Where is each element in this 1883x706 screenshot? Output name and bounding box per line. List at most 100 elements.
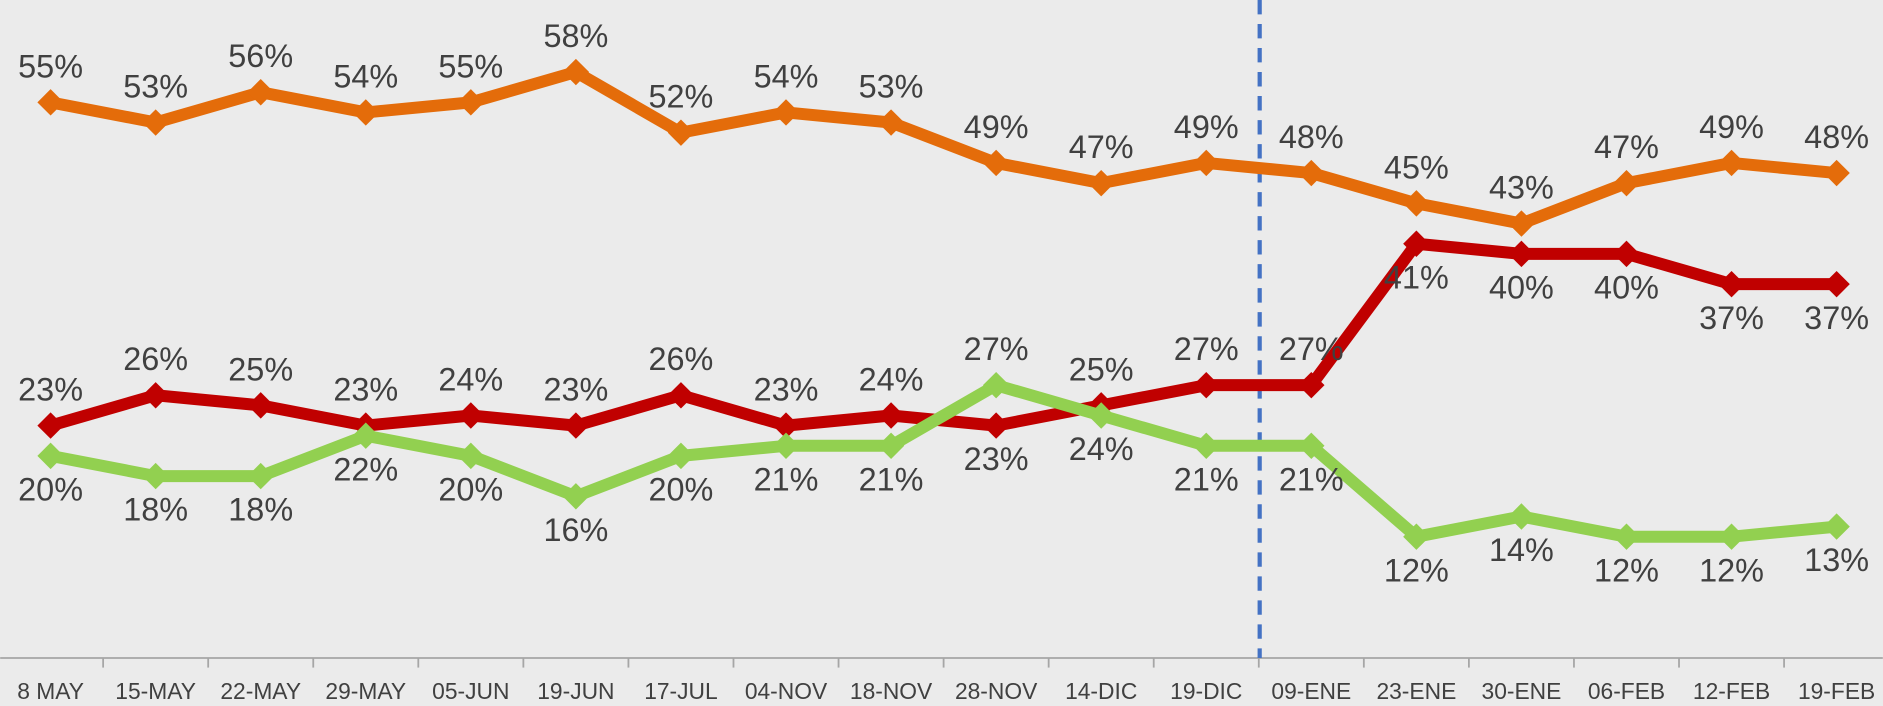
marker xyxy=(982,412,1010,439)
marker xyxy=(1193,149,1220,177)
data-label: 49% xyxy=(964,109,1029,145)
data-label: 23% xyxy=(543,372,608,408)
marker xyxy=(457,89,485,116)
data-label: 26% xyxy=(123,341,188,377)
data-label: 47% xyxy=(1594,129,1659,165)
x-tick-label: 8 MAY xyxy=(17,678,84,704)
data-label: 43% xyxy=(1489,170,1554,206)
marker xyxy=(667,382,695,409)
data-label: 54% xyxy=(333,58,398,94)
marker xyxy=(1508,503,1535,530)
marker xyxy=(1613,523,1640,550)
x-tick-label: 06-FEB xyxy=(1588,678,1665,704)
data-label: 27% xyxy=(964,331,1029,367)
data-label: 13% xyxy=(1804,542,1869,578)
data-label: 37% xyxy=(1699,300,1764,336)
data-label: 12% xyxy=(1384,552,1449,588)
data-label: 23% xyxy=(18,372,83,408)
x-tick-label: 12-FEB xyxy=(1693,678,1770,704)
x-tick-label: 19-DIC xyxy=(1170,678,1242,704)
data-label: 21% xyxy=(1279,461,1344,497)
data-label: 53% xyxy=(859,68,924,104)
x-tick-label: 04-NOV xyxy=(745,678,828,704)
data-label: 48% xyxy=(1279,119,1344,155)
marker xyxy=(1298,371,1325,399)
data-label: 23% xyxy=(754,372,819,408)
marker xyxy=(1823,270,1850,298)
data-label: 23% xyxy=(964,441,1029,477)
marker xyxy=(1193,371,1220,399)
x-tick-label: 14-DIC xyxy=(1065,678,1137,704)
data-label: 37% xyxy=(1804,300,1869,336)
data-label: 20% xyxy=(649,471,714,507)
data-label: 21% xyxy=(859,461,924,497)
x-tick-label: 22-MAY xyxy=(220,678,301,704)
data-label: 25% xyxy=(228,351,293,387)
data-label: 26% xyxy=(649,341,714,377)
data-label: 27% xyxy=(1279,331,1344,367)
marker xyxy=(1718,523,1745,550)
data-label: 14% xyxy=(1489,532,1554,568)
data-label: 24% xyxy=(859,361,924,397)
marker xyxy=(247,392,274,419)
data-label: 45% xyxy=(1384,149,1449,185)
marker xyxy=(562,483,590,510)
data-label: 20% xyxy=(18,471,83,507)
data-label: 21% xyxy=(1174,461,1239,497)
x-tick-label: 30-ENE xyxy=(1482,678,1562,704)
marker xyxy=(1823,513,1850,540)
marker xyxy=(1508,210,1535,237)
data-label: 55% xyxy=(438,48,503,84)
data-label: 12% xyxy=(1594,552,1659,588)
data-label: 54% xyxy=(754,58,819,94)
marker xyxy=(982,371,1010,399)
data-label: 12% xyxy=(1699,552,1764,588)
marker xyxy=(1087,169,1115,197)
marker xyxy=(982,149,1010,177)
data-label: 49% xyxy=(1174,109,1239,145)
marker xyxy=(1087,402,1115,429)
data-label: 18% xyxy=(228,492,293,528)
data-label: 40% xyxy=(1594,269,1659,305)
data-label: 24% xyxy=(438,361,503,397)
marker xyxy=(1403,230,1430,257)
data-label: 18% xyxy=(123,492,188,528)
data-label: 20% xyxy=(438,471,503,507)
marker xyxy=(562,58,590,86)
x-tick-label: 17-JUL xyxy=(644,678,718,704)
data-label: 16% xyxy=(543,512,608,548)
data-label: 27% xyxy=(1174,331,1239,367)
x-tick-label: 23-ENE xyxy=(1376,678,1456,704)
marker xyxy=(1823,159,1850,187)
data-label: 25% xyxy=(1069,351,1134,387)
data-label: 40% xyxy=(1489,269,1554,305)
data-label: 49% xyxy=(1699,109,1764,145)
x-tick-label: 28-NOV xyxy=(955,678,1038,704)
marker xyxy=(1298,432,1325,459)
marker xyxy=(772,412,800,439)
marker xyxy=(1718,270,1745,298)
data-label: 53% xyxy=(123,68,188,104)
marker xyxy=(877,432,905,459)
marker xyxy=(772,432,800,459)
marker xyxy=(1403,523,1430,550)
series-line xyxy=(49,66,1838,230)
data-label: 24% xyxy=(1069,431,1134,467)
x-tick-label: 19-JUN xyxy=(537,678,614,704)
marker xyxy=(247,79,274,106)
marker xyxy=(667,119,695,146)
marker xyxy=(1193,432,1220,459)
data-label: 41% xyxy=(1384,259,1449,295)
data-label: 23% xyxy=(333,372,398,408)
marker xyxy=(877,402,905,429)
data-label: 21% xyxy=(754,461,819,497)
marker xyxy=(877,109,905,136)
data-label: 58% xyxy=(543,18,608,54)
x-tick-label: 05-JUN xyxy=(432,678,509,704)
marker xyxy=(562,412,590,439)
series-line xyxy=(49,379,1838,543)
x-tick-label: 29-MAY xyxy=(325,678,406,704)
marker xyxy=(457,402,485,429)
